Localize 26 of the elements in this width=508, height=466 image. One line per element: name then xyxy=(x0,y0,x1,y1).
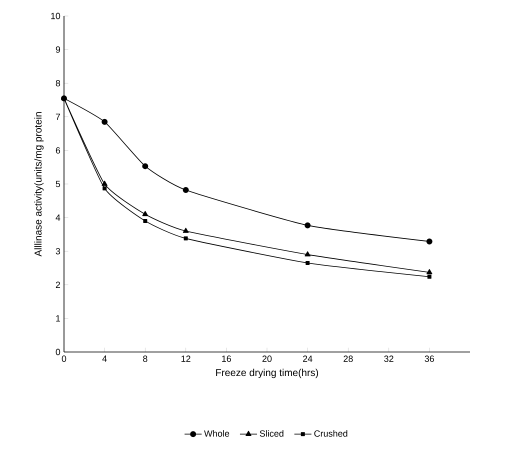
x-tick-label: 28 xyxy=(344,356,353,362)
legend-label: Whole xyxy=(204,430,230,437)
x-tick-label: 4 xyxy=(102,356,107,362)
y-tick-label: 5 xyxy=(56,180,60,188)
x-tick-label: 8 xyxy=(143,356,148,362)
x-tick-label: 16 xyxy=(222,356,232,362)
y-tick-label: 0 xyxy=(56,348,60,356)
x-tick-label: 32 xyxy=(384,356,394,362)
y-tick-label: 9 xyxy=(56,46,60,53)
y-tick-label: 4 xyxy=(56,214,60,221)
y-tick-label: 3 xyxy=(56,248,60,254)
y-tick-label: 10 xyxy=(51,12,60,20)
legend-label: Sliced xyxy=(260,430,284,437)
x-axis-title: Freeze drying time(hrs) xyxy=(216,368,318,378)
y-tick-label: 8 xyxy=(56,80,60,86)
x-tick-label: 36 xyxy=(424,356,434,362)
x-tick-label: 20 xyxy=(262,356,272,362)
y-axis-title: Alllinase activity(units/mg protein xyxy=(34,112,44,257)
y-tick-label: 2 xyxy=(56,282,60,288)
x-tick-label: 0 xyxy=(62,356,66,362)
legend-label: Crushed xyxy=(314,430,348,437)
x-tick-label: 12 xyxy=(181,356,190,362)
x-tick-label: 24 xyxy=(303,356,312,362)
y-tick-label: 6 xyxy=(56,147,60,154)
y-tick-label: 1 xyxy=(56,315,60,322)
y-tick-label: 7 xyxy=(56,114,60,120)
